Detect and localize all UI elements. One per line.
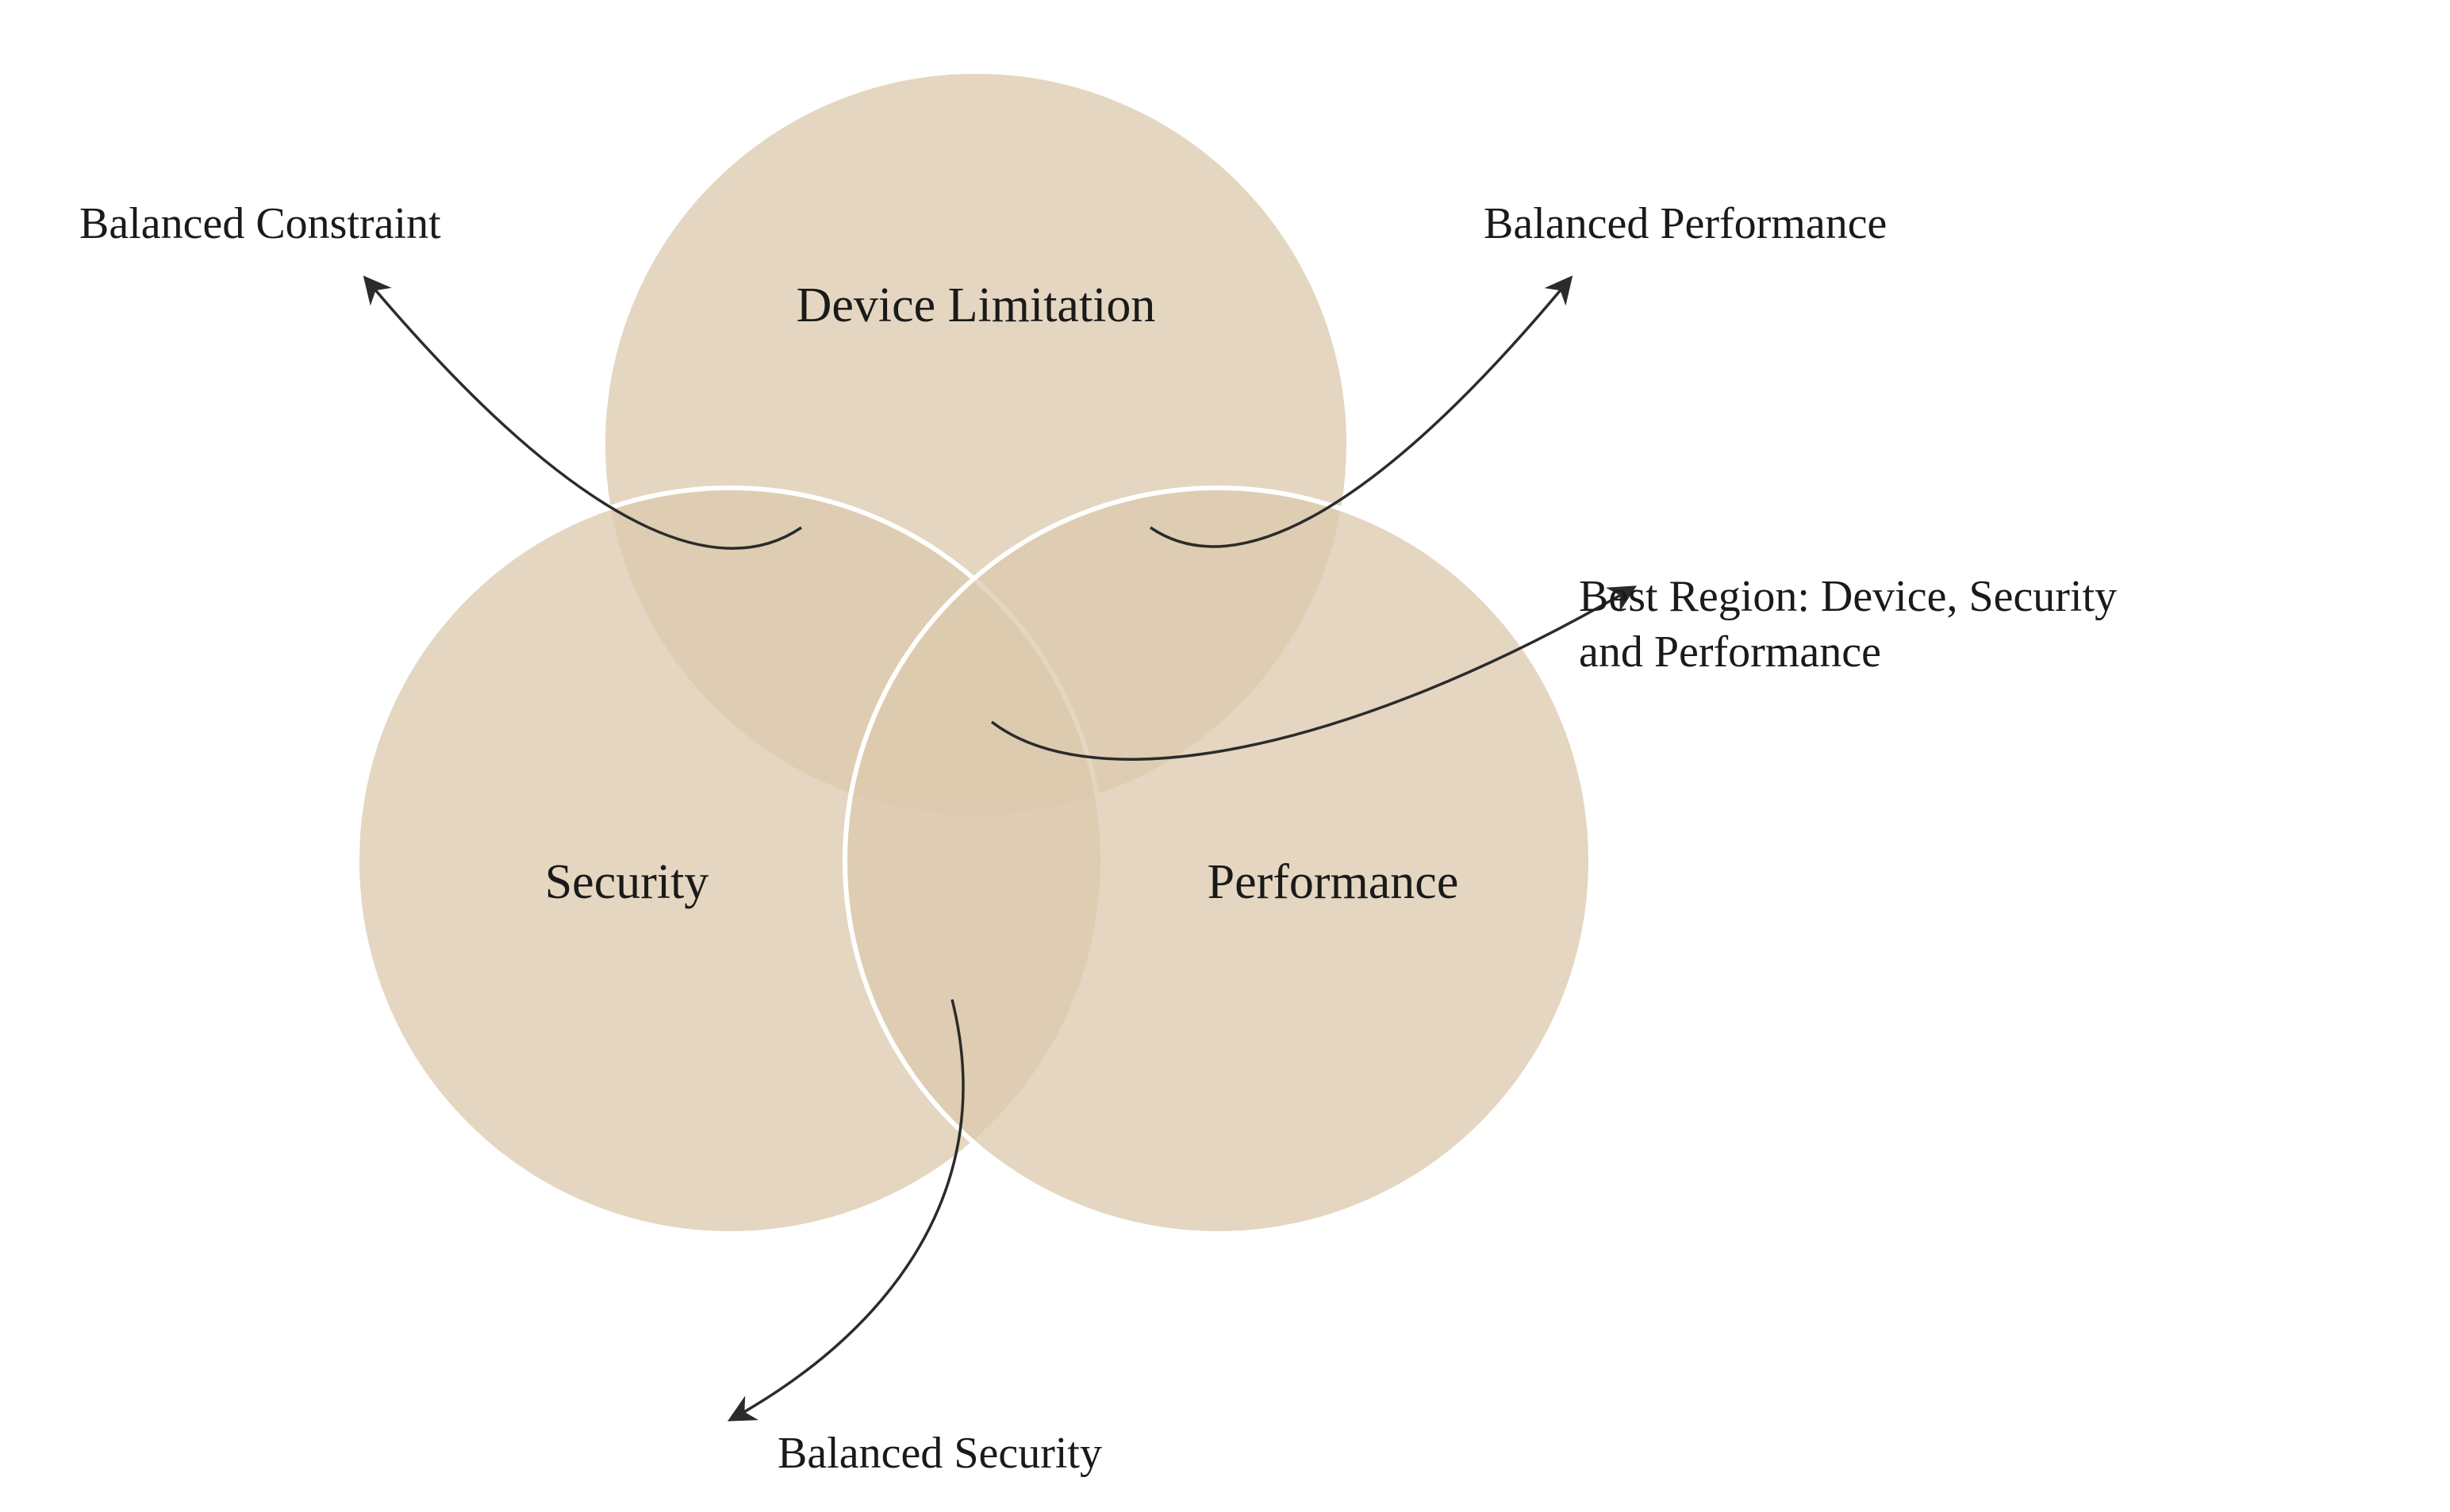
label-device-limitation: Device Limitation bbox=[797, 278, 1156, 332]
label-balanced-security: Balanced Security bbox=[778, 1429, 1102, 1478]
label-best-region: Best Region: Device, Security and Perfor… bbox=[1579, 572, 2128, 677]
venn-diagram: Device Limitation Security Performance B… bbox=[0, 0, 2450, 1512]
label-balanced-performance: Balanced Performance bbox=[1484, 199, 1887, 248]
label-security: Security bbox=[545, 855, 709, 909]
label-balanced-constraint: Balanced Constraint bbox=[79, 199, 441, 248]
label-performance: Performance bbox=[1208, 855, 1459, 909]
venn-svg: Device Limitation Security Performance B… bbox=[0, 0, 2450, 1512]
